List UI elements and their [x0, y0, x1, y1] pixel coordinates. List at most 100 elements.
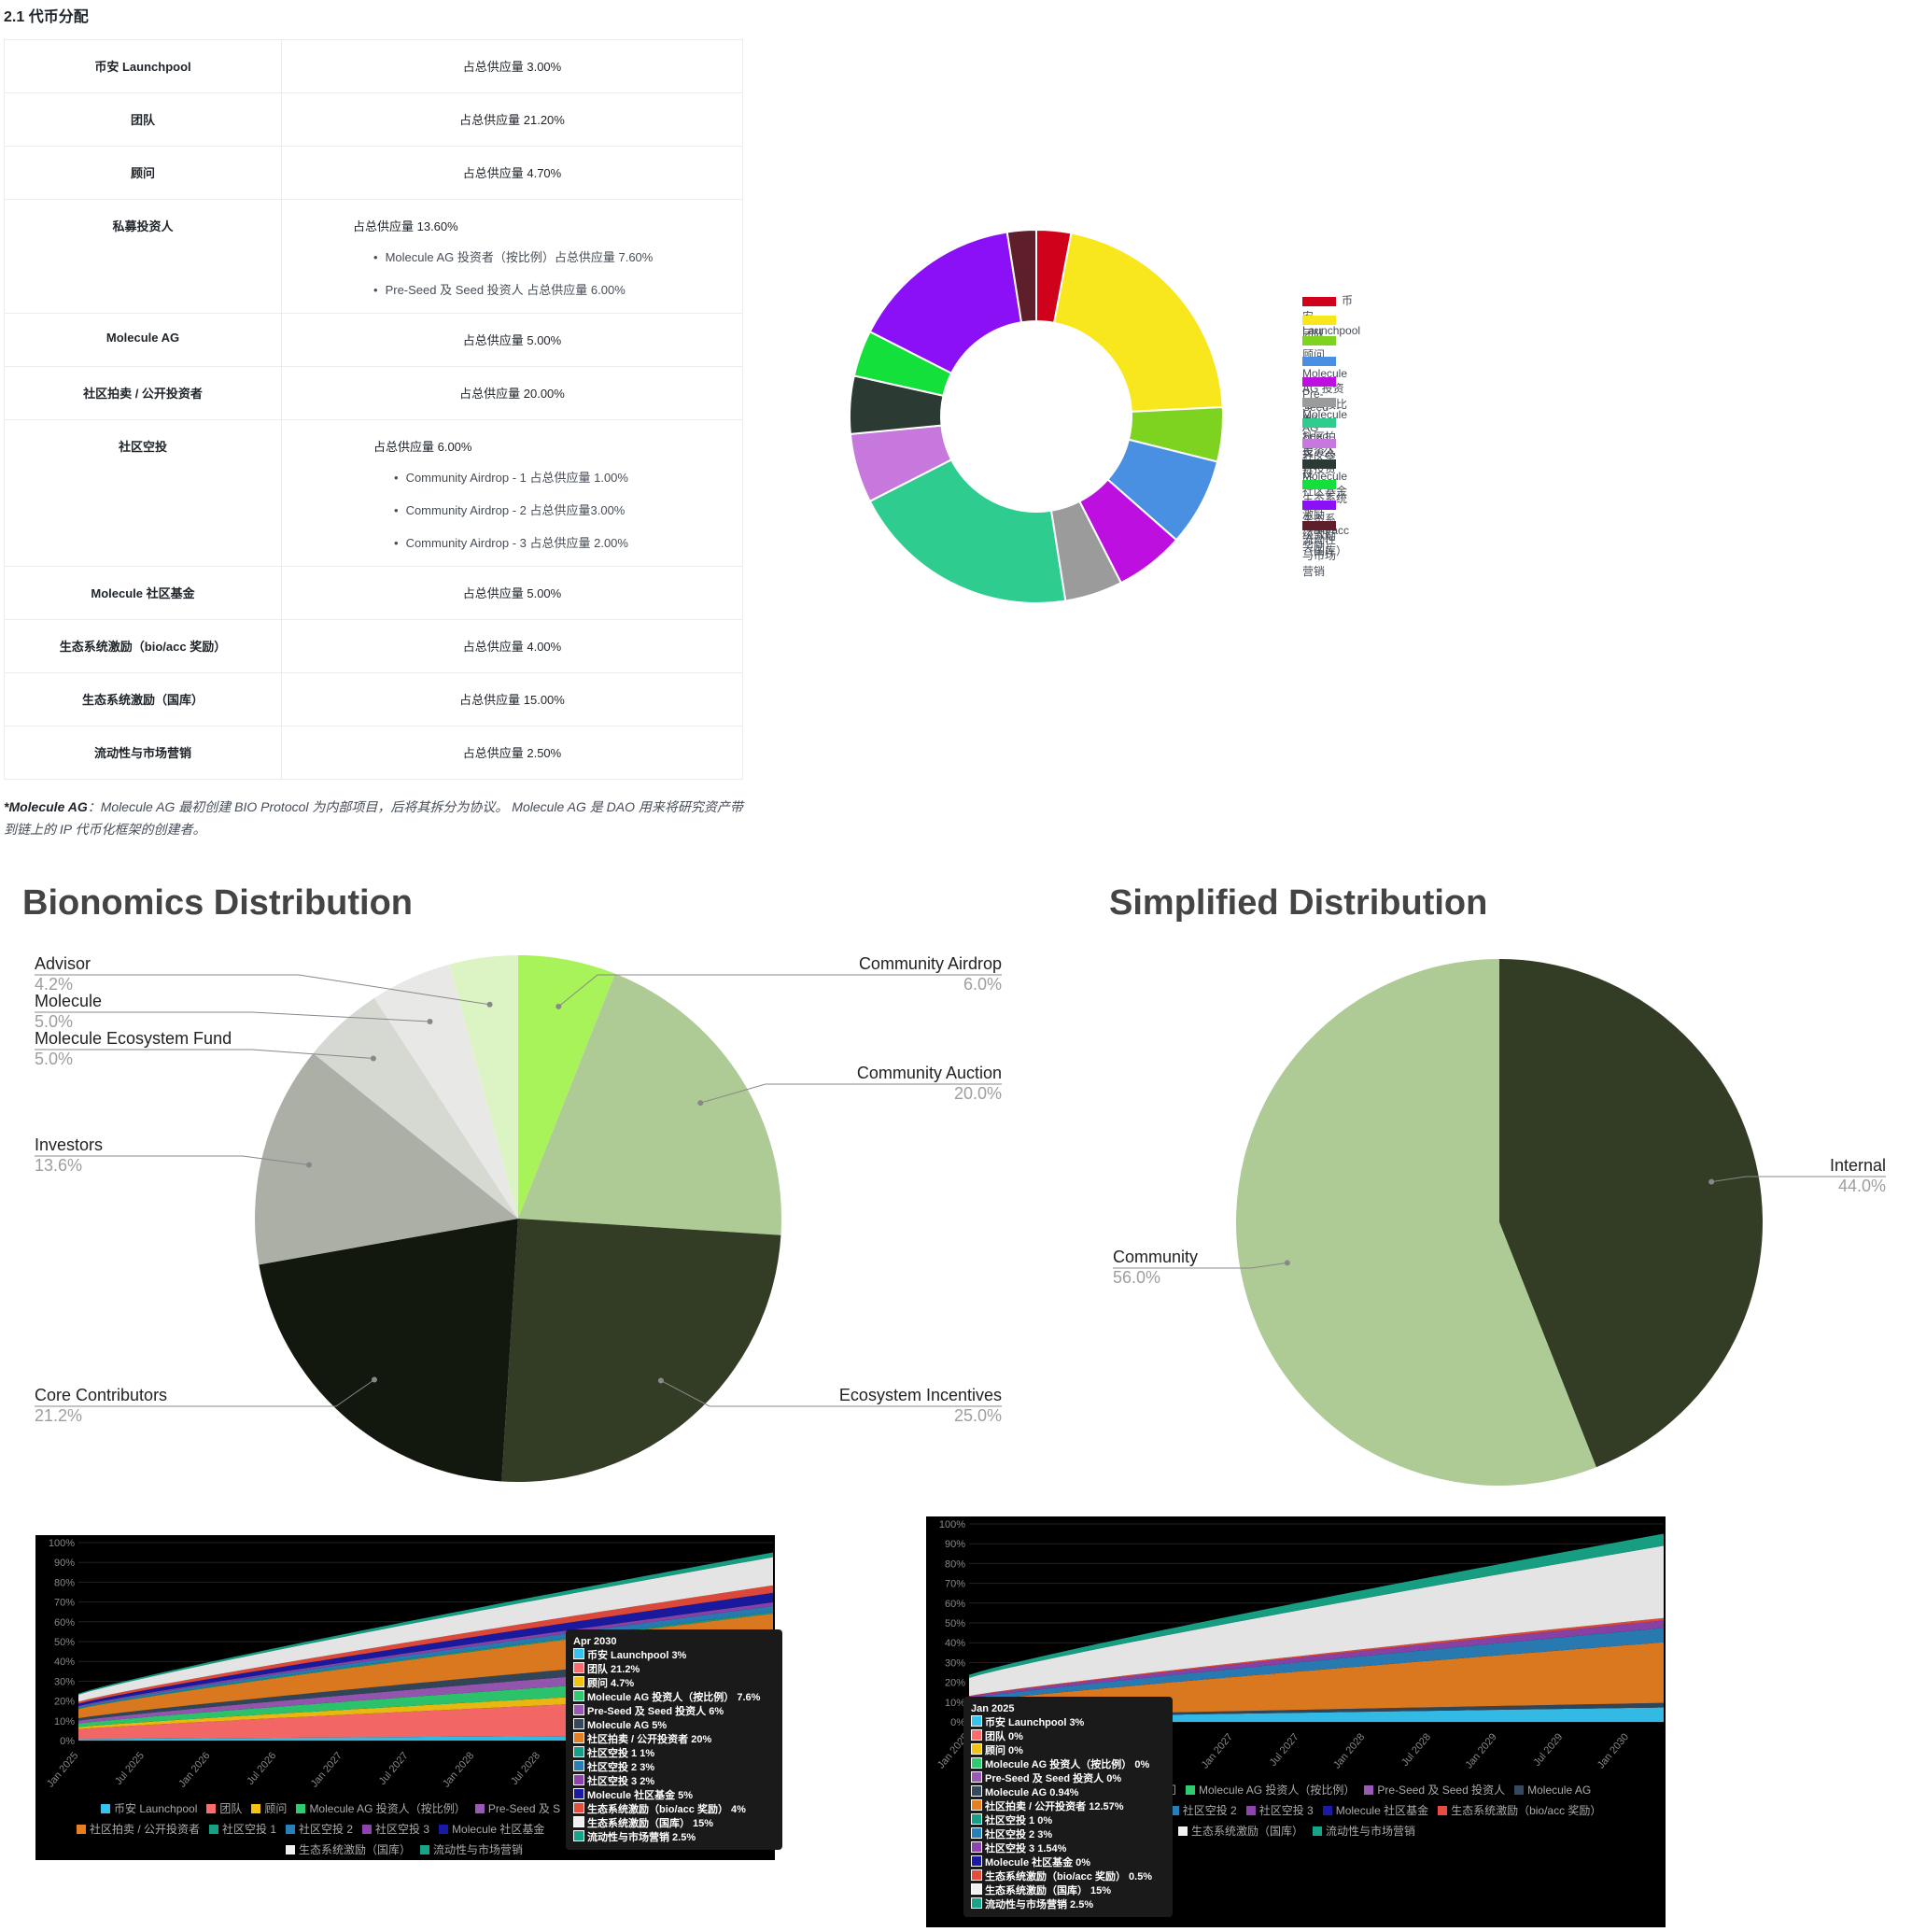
slice-label: Molecule Ecosystem Fund — [35, 1029, 232, 1048]
tooltip-swatch — [573, 1704, 584, 1715]
donut-legend-item: 生态系统激励（国库） — [1302, 498, 1347, 557]
row-name: 社区拍卖 / 公开投资者 — [4, 366, 282, 420]
legend-swatch — [209, 1825, 219, 1834]
pie-slice — [518, 955, 615, 1219]
y-tick-label: 20% — [945, 1678, 965, 1689]
tooltip-label: 社区空投 1 1% — [587, 1748, 655, 1759]
tooltip-label: 社区拍卖 / 公开投资者 12.57% — [985, 1801, 1124, 1812]
y-tick-label: 90% — [945, 1539, 965, 1550]
row-value-main: 占总供应量 13.60% — [353, 219, 458, 233]
pie-slice — [1052, 232, 1224, 413]
legend-label: 流动性与市场营销 — [1326, 1825, 1416, 1838]
slice-label: Core Contributors — [35, 1386, 168, 1404]
tooltip-swatch — [573, 1662, 584, 1673]
x-tick-label: Jul 2026 — [245, 1750, 278, 1787]
tooltip-row: Pre-Seed 及 Seed 投资人 6% — [573, 1704, 775, 1718]
tooltip-swatch — [971, 1729, 982, 1741]
x-tick-label: Jan 2027 — [1200, 1731, 1235, 1770]
sub-list: Community Airdrop - 1 占总供应量 1.00% Communi… — [394, 468, 742, 551]
tooltip-row: 生态系统激励（bio/acc 奖励） 4% — [573, 1802, 775, 1816]
y-tick-label: 100% — [939, 1519, 965, 1530]
tooltip-row: 社区空投 2 3% — [971, 1827, 1165, 1841]
x-tick-label: Jan 2028 — [1331, 1731, 1367, 1770]
tooltip-label: Molecule AG 5% — [587, 1720, 668, 1731]
legend-label: Molecule AG 投资人（按比例） — [309, 1802, 466, 1815]
row-name: Molecule 社区基金 — [4, 566, 282, 620]
tooltip-swatch — [573, 1732, 584, 1743]
area-series — [78, 1592, 773, 1706]
area-series — [969, 1533, 1664, 1678]
y-tick-label: 50% — [945, 1618, 965, 1629]
legend-swatch — [1302, 335, 1336, 346]
sub-list: Molecule AG 投资者（按比例）占总供应量 7.60% Pre-Seed … — [373, 247, 742, 298]
legend-label: 生态系统激励（国库） — [1302, 513, 1348, 557]
x-tick-label: Jul 2029 — [1531, 1731, 1565, 1769]
tooltip-label: Molecule 社区基金 5% — [587, 1790, 694, 1801]
donut-legend-item: 生态系统激励（bio/acc 奖励） — [1302, 477, 1349, 553]
row-name: 流动性与市场营销 — [4, 726, 282, 780]
sub-list-item: Community Airdrop - 3 占总供应量 2.00% — [394, 533, 742, 551]
y-tick-label: 100% — [49, 1538, 75, 1549]
legend-label: Pre-Seed 及 Seed 投资人 — [1377, 1784, 1506, 1797]
row-value: 占总供应量 6.00% Community Airdrop - 1 占总供应量 1… — [281, 419, 743, 567]
legend-swatch — [296, 1804, 306, 1813]
tooltip-label: 生态系统激励（国库） 15% — [587, 1818, 714, 1829]
legend-swatch — [1169, 1806, 1179, 1815]
pie-slice — [501, 1219, 781, 1482]
tooltip-label: Molecule AG 投资人（按比例） 0% — [985, 1759, 1150, 1770]
table-row: Molecule 社区基金 占总供应量 5.00% — [4, 566, 743, 620]
slice-percent: 5.0% — [35, 1050, 74, 1068]
slice-percent: 20.0% — [953, 1084, 1002, 1103]
tooltip-swatch — [971, 1757, 982, 1769]
tooltip-title: Jan 2025 — [971, 1703, 1015, 1714]
leader-dot — [1284, 1260, 1290, 1266]
slice-percent: 44.0% — [1837, 1177, 1886, 1195]
y-tick-label: 70% — [945, 1579, 965, 1590]
tooltip-label: 顾问 4.7% — [587, 1678, 635, 1689]
donut-legend-item: Molecule AG 投资者（按比例） — [1302, 354, 1347, 427]
tooltip-swatch — [971, 1883, 982, 1895]
x-tick-label: Jul 2028 — [1399, 1731, 1433, 1769]
slice-percent: 13.6% — [35, 1156, 83, 1175]
area-legend-row: 社区拍卖 / 公开投资者 社区空投 1 社区空投 2 社区空投 3 Molecule 社… — [67, 1821, 544, 1837]
legend-swatch — [1178, 1826, 1188, 1836]
leader-line — [35, 1011, 430, 1022]
row-value-group: 占总供应量 13.60% Molecule AG 投资者（按比例）占总供应量 7.… — [353, 217, 742, 298]
tooltip-swatch — [573, 1718, 584, 1729]
legend-swatch — [1186, 1785, 1196, 1795]
tooltip-row: Molecule AG 投资人（按比例） 0% — [971, 1757, 1165, 1771]
tooltip-label: Pre-Seed 及 Seed 投资人 6% — [587, 1706, 724, 1717]
tooltip-label: 社区空投 2 3% — [587, 1762, 655, 1773]
legend-label: 生态系统激励（bio/acc 奖励） — [1302, 492, 1350, 553]
tooltip-row: 流动性与市场营销 2.5% — [573, 1830, 775, 1844]
slice-percent: 21.2% — [35, 1406, 83, 1425]
slice-percent: 25.0% — [953, 1406, 1002, 1425]
row-name: 社区空投 — [4, 419, 282, 567]
footnote-text: ：Molecule AG 最初创建 BIO Protocol 为内部项目，后将其… — [4, 799, 743, 837]
legend-swatch — [420, 1845, 430, 1854]
legend-swatch — [474, 1804, 485, 1813]
tooltip-label: Molecule AG 投资人（按比例） 7.6% — [587, 1692, 761, 1703]
y-tick-label: 80% — [945, 1558, 965, 1570]
slice-label: Community Airdrop — [858, 954, 1002, 973]
tooltip-row: 团队 0% — [971, 1729, 1165, 1743]
legend-label: 生态系统激励（国库） — [1191, 1825, 1304, 1838]
area-series — [969, 1545, 1664, 1697]
simplified-title: Simplified Distribution — [1109, 883, 1488, 923]
tooltip-row: 流动性与市场营销 2.5% — [971, 1897, 1165, 1911]
slice-label: Ecosystem Incentives — [838, 1386, 1002, 1404]
legend-label: Molecule AG 投资人（按比例） — [1199, 1784, 1356, 1797]
tooltip-label: 团队 21.2% — [587, 1664, 640, 1675]
row-value: 占总供应量 5.00% — [281, 313, 743, 367]
legend-swatch — [1302, 438, 1336, 448]
tooltip-label: 流动性与市场营销 2.5% — [587, 1832, 696, 1843]
tooltip-row: 社区拍卖 / 公开投资者 12.57% — [971, 1799, 1165, 1813]
legend-label: 顾问 — [264, 1802, 288, 1815]
area-series — [969, 1620, 1664, 1699]
x-tick-label: Jan 2029 — [1463, 1731, 1498, 1770]
legend-label: 社区空投 1 — [222, 1823, 277, 1836]
slice-label: Internal — [1829, 1156, 1886, 1175]
tooltip-row: Molecule AG 投资人（按比例） 7.6% — [573, 1690, 775, 1704]
pie-slice — [868, 458, 1067, 604]
legend-swatch — [1438, 1806, 1448, 1815]
